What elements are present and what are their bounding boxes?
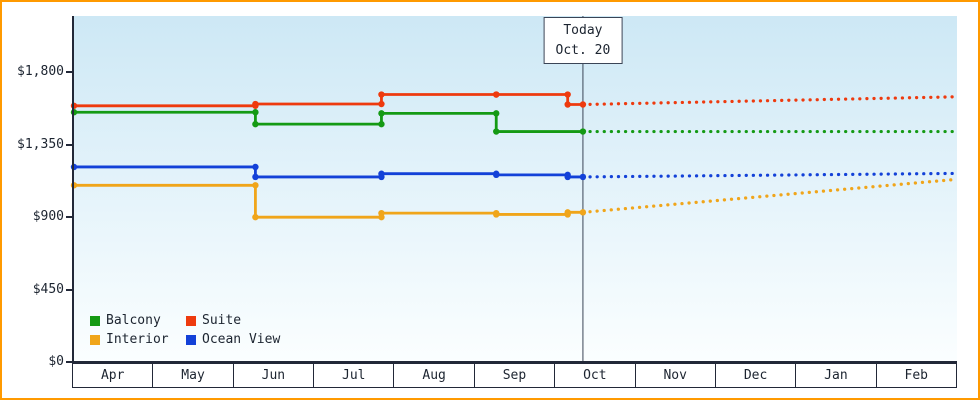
- data-point-ocean-view: [378, 170, 385, 177]
- chart-canvas: [70, 16, 959, 362]
- series-line-interior: [74, 183, 583, 219]
- month-cell-jul: Jul: [313, 363, 395, 388]
- legend-label: Balcony: [106, 313, 161, 328]
- legend-item-suite: Suite: [186, 311, 280, 330]
- today-date: Oct. 20: [555, 42, 611, 58]
- month-cell-sep: Sep: [473, 363, 556, 388]
- legend-item-balcony: Balcony: [90, 311, 186, 330]
- legend-swatch-suite: [186, 315, 196, 326]
- y-tick-mark: [66, 71, 73, 74]
- y-tick-mark: [66, 216, 73, 219]
- data-point-ocean-view: [493, 171, 500, 179]
- data-point-ocean-view: [252, 163, 259, 171]
- data-point-suite: [579, 101, 587, 108]
- y-tick-label: $1,800: [17, 64, 64, 80]
- data-point-suite: [564, 91, 571, 98]
- data-point-interior: [378, 209, 385, 217]
- data-point-interior: [252, 213, 259, 221]
- month-cell-may: May: [152, 363, 234, 388]
- data-point-ocean-view: [579, 173, 587, 181]
- legend-label: Interior: [106, 332, 169, 347]
- month-cell-oct: Oct: [554, 363, 636, 388]
- data-point-balcony: [493, 128, 500, 135]
- today-marker-label: Today Oct. 20: [543, 17, 623, 64]
- data-point-ocean-view: [252, 173, 259, 181]
- data-point-ocean-view: [564, 173, 571, 181]
- month-cell-jun: Jun: [232, 363, 315, 388]
- month-cell-feb: Feb: [875, 363, 957, 388]
- data-point-suite: [493, 91, 500, 98]
- month-cell-jan: Jan: [795, 363, 877, 388]
- y-tick-label: $900: [32, 209, 64, 225]
- x-axis-months: Apr May Jun Jul Aug Sep Oct Nov Dec Jan Feb: [72, 363, 957, 388]
- legend-swatch-balcony: [90, 315, 100, 326]
- data-point-balcony: [579, 128, 587, 135]
- legend-item-interior: Interior: [90, 330, 186, 349]
- month-cell-apr: Apr: [72, 363, 154, 388]
- month-cell-dec: Dec: [714, 363, 797, 388]
- y-axis-line: [72, 16, 74, 363]
- data-point-suite: [564, 101, 571, 108]
- y-tick-mark: [66, 143, 73, 146]
- legend-label: Suite: [202, 313, 242, 328]
- y-tick-mark: [66, 361, 73, 363]
- data-point-suite: [378, 91, 385, 98]
- series-forecast-ocean-view: [581, 171, 959, 179]
- month-cell-aug: Aug: [393, 363, 475, 388]
- data-point-interior: [252, 182, 259, 189]
- data-point-interior: [493, 211, 500, 218]
- legend-swatch-ocean-view: [186, 334, 196, 345]
- series-line-suite: [74, 93, 583, 108]
- y-tick-mark: [66, 288, 73, 291]
- data-point-balcony: [493, 110, 500, 117]
- x-axis-line: [72, 361, 957, 363]
- y-tick-label: $450: [32, 281, 64, 297]
- plot-area: [70, 16, 959, 362]
- y-tick-label: $0: [48, 354, 64, 369]
- data-point-interior: [579, 209, 587, 216]
- today-label: Today: [563, 23, 603, 38]
- legend: Balcony Suite Interior Ocean View: [90, 311, 280, 349]
- data-point-balcony: [378, 110, 385, 117]
- legend-swatch-interior: [90, 334, 100, 345]
- series-forecast-interior: [581, 177, 959, 214]
- data-point-balcony: [252, 120, 259, 128]
- data-point-balcony: [252, 109, 259, 116]
- legend-label: Ocean View: [202, 332, 281, 347]
- series-line-balcony: [74, 110, 583, 133]
- series-line-ocean-view: [74, 165, 583, 179]
- data-point-balcony: [378, 120, 385, 128]
- y-tick-label: $1,350: [17, 136, 64, 152]
- data-point-interior: [564, 209, 571, 216]
- series-forecast-suite: [581, 95, 959, 107]
- month-cell-nov: Nov: [634, 363, 716, 388]
- data-point-suite: [378, 100, 385, 108]
- data-point-suite: [252, 100, 259, 108]
- legend-item-ocean-view: Ocean View: [186, 330, 280, 349]
